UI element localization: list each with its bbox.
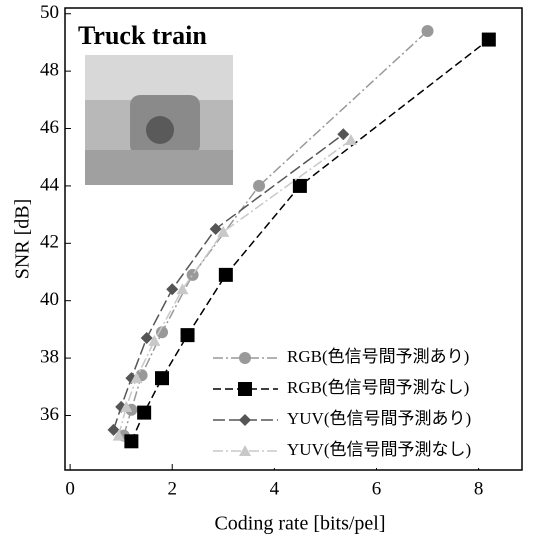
marker: [253, 180, 265, 192]
y-axis-label: SNR [dB]: [12, 199, 34, 280]
y-tick-label: 42: [40, 232, 59, 253]
y-tick-label: 48: [40, 59, 59, 80]
legend-label: YUV(色信号間予測あり): [287, 409, 471, 428]
x-tick-label: 6: [372, 478, 382, 499]
marker: [166, 283, 178, 295]
legend-label: RGB(色信号間予測なし): [287, 378, 469, 397]
chart-title: Truck train: [78, 21, 207, 50]
inset-photo: [85, 55, 233, 185]
y-tick-label: 50: [40, 2, 59, 23]
marker: [219, 268, 233, 282]
y-tick-label: 44: [40, 174, 60, 195]
y-tick-label: 46: [40, 117, 59, 138]
legend-marker: [239, 352, 251, 364]
marker: [337, 128, 349, 140]
legend-label: YUV(色信号間予測なし): [287, 440, 471, 459]
x-tick-label: 4: [270, 478, 280, 499]
marker: [155, 371, 169, 385]
marker: [293, 179, 307, 193]
legend-label: RGB(色信号間予測あり): [287, 347, 469, 366]
x-axis-label: Coding rate [bits/pel]: [214, 513, 385, 535]
marker: [422, 25, 434, 37]
legend-marker: [238, 382, 252, 396]
x-tick-label: 2: [167, 478, 177, 499]
marker: [124, 434, 138, 448]
marker: [181, 328, 195, 342]
y-tick-label: 38: [40, 346, 59, 367]
marker: [137, 406, 151, 420]
y-tick-label: 40: [40, 289, 59, 310]
chart: Truck train Coding rate [bits/pel] SNR […: [0, 0, 535, 545]
x-tick-label: 0: [65, 478, 75, 499]
marker: [482, 33, 496, 47]
x-tick-label: 8: [474, 478, 484, 499]
marker: [187, 269, 199, 281]
y-tick-label: 36: [40, 404, 59, 425]
